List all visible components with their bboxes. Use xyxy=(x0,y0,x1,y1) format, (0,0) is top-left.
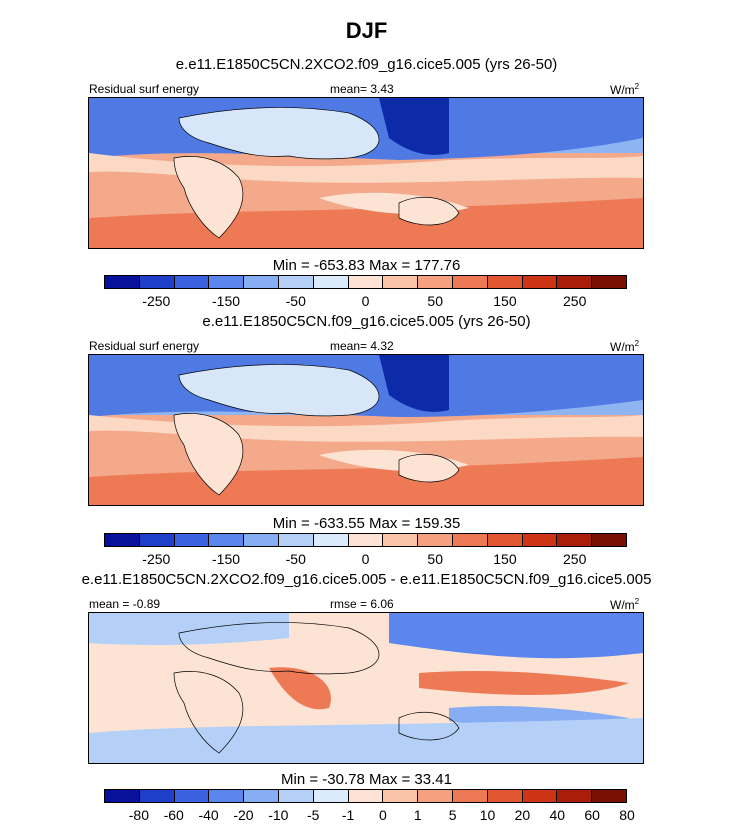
panel-2-variable-label: Residual surf energy xyxy=(89,339,200,353)
colorbar-tick-label: 5 xyxy=(448,807,457,823)
panel-1-units: W/m2 xyxy=(610,82,640,97)
panel-3-map xyxy=(88,612,644,764)
colorbar-tick-label: 10 xyxy=(479,807,496,823)
colorbar-cell xyxy=(522,276,558,288)
colorbar-cell xyxy=(174,534,210,546)
colorbar-cell xyxy=(487,276,523,288)
colorbar-tick-label: 0 xyxy=(361,551,370,567)
colorbar-cell xyxy=(139,534,175,546)
colorbar-cell xyxy=(313,276,349,288)
colorbar-tick-label: 60 xyxy=(584,807,600,823)
colorbar-cell xyxy=(209,276,245,288)
colorbar-cell xyxy=(244,276,279,288)
colorbar-cell xyxy=(278,790,314,802)
colorbar-tick-label: 250 xyxy=(563,293,587,309)
colorbar-tick-label: -60 xyxy=(163,807,184,823)
colorbar-tick-label: 0 xyxy=(361,293,370,309)
colorbar-cell xyxy=(348,276,384,288)
colorbar-cell xyxy=(452,276,488,288)
colorbar-tick-label: -50 xyxy=(285,293,306,309)
colorbar-cell xyxy=(487,790,523,802)
panel-1-mean-label: mean= 3.43 xyxy=(330,82,394,96)
panel-3-title: e.e11.E1850C5CN.2XCO2.f09_g16.cice5.005 … xyxy=(81,571,652,588)
colorbar-tick-label: -50 xyxy=(285,551,306,567)
colorbar-cell xyxy=(383,534,419,546)
panel-1-map xyxy=(88,97,644,249)
season-title: DJF xyxy=(345,18,388,43)
colorbar-cell xyxy=(487,534,523,546)
colorbar-cell xyxy=(174,276,210,288)
colorbar-tick-label: -250 xyxy=(142,551,171,567)
colorbar-cell xyxy=(244,534,279,546)
colorbar-cell xyxy=(348,790,384,802)
panel-3-rmse-label: rmse = 6.06 xyxy=(330,597,394,611)
colorbar-tick-label: 1 xyxy=(413,807,422,823)
colorbar-tick-label: -80 xyxy=(128,807,149,823)
colorbar-tick-label: 40 xyxy=(549,807,566,823)
colorbar-tick-label: -1 xyxy=(341,807,355,823)
colorbar-cell xyxy=(139,276,175,288)
colorbar-tick-label: 150 xyxy=(493,551,517,567)
colorbar-cell xyxy=(313,790,349,802)
colorbar-cell xyxy=(383,276,419,288)
colorbar-cell xyxy=(522,534,558,546)
colorbar-cell xyxy=(557,790,593,802)
panel-1-colorbar xyxy=(104,275,627,289)
colorbar-cell xyxy=(278,276,314,288)
colorbar-cell xyxy=(383,790,419,802)
panel-3-colorbar xyxy=(104,789,627,803)
panel-2-mean-label: mean= 4.32 xyxy=(330,339,394,353)
colorbar-tick-label: -150 xyxy=(212,293,241,309)
panel-3-minmax: Min = -30.78 Max = 33.41 xyxy=(281,771,452,788)
colorbar-tick-label: 80 xyxy=(619,807,635,823)
colorbar-tick-label: -10 xyxy=(268,807,289,823)
colorbar-tick-label: -150 xyxy=(212,551,241,567)
colorbar-cell xyxy=(452,534,488,546)
panel-1-variable-label: Residual surf energy xyxy=(89,82,200,96)
colorbar-cell xyxy=(592,276,626,288)
colorbar-cell xyxy=(209,534,245,546)
panel-2-title: e.e11.E1850C5CN.f09_g16.cice5.005 (yrs 2… xyxy=(202,313,531,330)
colorbar-cell xyxy=(592,790,626,802)
colorbar-cell xyxy=(418,534,453,546)
panel-2-minmax: Min = -633.55 Max = 159.35 xyxy=(272,515,461,532)
panel-1-title: e.e11.E1850C5CN.2XCO2.f09_g16.cice5.005 … xyxy=(175,56,558,73)
colorbar-cell xyxy=(244,790,279,802)
colorbar-tick-label: 50 xyxy=(427,293,444,309)
colorbar-cell xyxy=(418,276,453,288)
colorbar-cell xyxy=(105,276,140,288)
colorbar-cell xyxy=(592,534,626,546)
colorbar-tick-label: 20 xyxy=(514,807,531,823)
colorbar-tick-label: -40 xyxy=(198,807,219,823)
panel-2-map xyxy=(88,354,644,506)
colorbar-cell xyxy=(105,790,140,802)
panel-1-minmax: Min = -653.83 Max = 177.76 xyxy=(272,257,461,274)
colorbar-cell xyxy=(105,534,140,546)
colorbar-cell xyxy=(139,790,175,802)
panel-2-units: W/m2 xyxy=(610,339,640,354)
colorbar-tick-label: 0 xyxy=(379,807,387,823)
colorbar-tick-label: 250 xyxy=(563,551,587,567)
colorbar-tick-label: -20 xyxy=(233,807,254,823)
colorbar-cell xyxy=(452,790,488,802)
colorbar-tick-label: 150 xyxy=(493,293,517,309)
panel-3-mean-label: mean = -0.89 xyxy=(89,597,161,611)
panel-3-units: W/m2 xyxy=(610,597,640,612)
colorbar-tick-label: -5 xyxy=(306,807,320,823)
colorbar-cell xyxy=(278,534,314,546)
colorbar-tick-label: 50 xyxy=(427,551,444,567)
colorbar-cell xyxy=(557,276,593,288)
colorbar-cell xyxy=(557,534,593,546)
colorbar-cell xyxy=(174,790,210,802)
panel-2-colorbar xyxy=(104,533,627,547)
colorbar-cell xyxy=(522,790,558,802)
colorbar-tick-label: -250 xyxy=(142,293,171,309)
colorbar-cell xyxy=(209,790,245,802)
colorbar-cell xyxy=(418,790,453,802)
colorbar-cell xyxy=(313,534,349,546)
colorbar-cell xyxy=(348,534,384,546)
